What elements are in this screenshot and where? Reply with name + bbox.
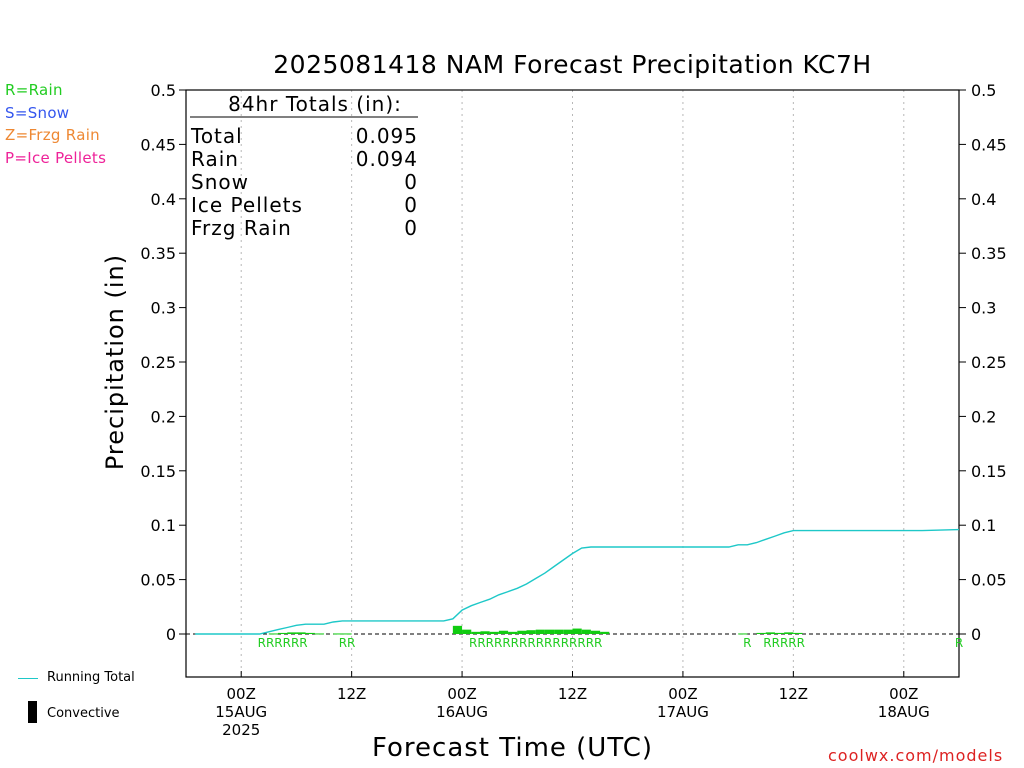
precip-bar <box>498 630 509 634</box>
precip-bar <box>480 631 490 634</box>
legend-ice-pellets: P=Ice Pellets <box>5 149 107 167</box>
legend-running-total: Running Total <box>47 670 135 685</box>
precip-bar <box>296 632 306 634</box>
precip-bar <box>784 632 794 634</box>
totals-row-value: 0 <box>404 216 418 240</box>
y-tick-label-left: 0.3 <box>151 299 176 318</box>
y-tick-label-right: 0.35 <box>971 244 1007 263</box>
x-tick-label: 00Z <box>447 685 476 703</box>
x-tick-label: 16AUG <box>436 703 488 721</box>
precip-bar <box>774 632 785 634</box>
legend-snow: S=Snow <box>5 104 70 122</box>
y-tick-label-right: 0.5 <box>971 81 996 100</box>
precip-bar <box>544 629 555 634</box>
precip-type-mark: RR <box>339 636 356 650</box>
x-axis-label: Forecast Time (UTC) <box>371 733 653 763</box>
running-total-swatch <box>18 678 38 679</box>
precip-bar <box>314 633 325 635</box>
precip-bar <box>535 629 545 634</box>
precip-bar <box>517 630 527 634</box>
y-tick-label-left: 0.05 <box>140 571 176 590</box>
y-tick-label-right: 0.2 <box>971 407 996 426</box>
precip-bar <box>581 629 591 634</box>
precip-bar <box>756 632 766 634</box>
legend-convective: Convective <box>47 706 120 721</box>
y-tick-label-left: 0.1 <box>151 516 176 535</box>
precip-bar <box>526 630 536 634</box>
precip-bar <box>333 633 343 635</box>
x-tick-label: 12Z <box>337 685 366 703</box>
totals-row-label: Ice Pellets <box>191 193 303 217</box>
x-tick-label: 00Z <box>889 685 918 703</box>
x-tick-label: 18AUG <box>878 703 930 721</box>
precip-bar <box>572 628 582 634</box>
precip-bar <box>471 631 481 634</box>
totals-header: 84hr Totals (in): <box>228 92 402 116</box>
precip-type-mark: R <box>743 636 751 650</box>
precip-bar <box>489 631 499 634</box>
precip-type-mark: R <box>955 636 963 650</box>
y-tick-label-right: 0.15 <box>971 462 1007 481</box>
x-tick-label: 15AUG <box>215 703 267 721</box>
y-tick-label-left: 0.4 <box>151 190 176 209</box>
y-tick-label-right: 0.25 <box>971 353 1007 372</box>
precip-type-mark: RRRRRRRRRRRRRRRR <box>469 636 602 650</box>
x-tick-label: 00Z <box>227 685 256 703</box>
x-tick-label: 2025 <box>222 721 260 739</box>
totals-row-label: Frzg Rain <box>191 216 292 240</box>
y-tick-label-left: 0.2 <box>151 407 176 426</box>
y-tick-label-left: 0.45 <box>140 135 176 154</box>
precip-bar <box>765 632 775 634</box>
x-tick-label: 17AUG <box>657 703 709 721</box>
precip-bar <box>738 633 748 635</box>
totals-row-label: Snow <box>191 170 249 194</box>
y-tick-label-left: 0.5 <box>151 81 176 100</box>
precip-bar <box>278 632 288 634</box>
y-tick-label-left: 0.25 <box>140 353 176 372</box>
x-tick-label: 12Z <box>558 685 587 703</box>
precip-bar <box>268 633 279 635</box>
y-tick-label-right: 0.1 <box>971 516 996 535</box>
convective-swatch <box>28 701 37 723</box>
precip-bar <box>452 625 463 634</box>
precip-bar <box>342 633 352 635</box>
totals-row-value: 0 <box>404 170 418 194</box>
totals-row-label: Rain <box>191 147 239 171</box>
x-tick-label: 12Z <box>779 685 808 703</box>
precip-type-mark: RRRRRR <box>258 636 308 650</box>
precip-bar <box>563 629 573 634</box>
y-tick-label-right: 0.45 <box>971 135 1007 154</box>
y-tick-label-right: 0.4 <box>971 190 996 209</box>
precip-bar <box>554 629 564 634</box>
legend-frzg-rain: Z=Frzg Rain <box>5 126 100 144</box>
precip-bar <box>508 631 518 634</box>
precip-bar <box>462 629 472 634</box>
y-tick-label-right: 0.3 <box>971 299 996 318</box>
totals-row-value: 0 <box>404 193 418 217</box>
y-tick-label-left: 0.35 <box>140 244 176 263</box>
precip-type-mark: RRRRR <box>763 636 805 650</box>
precip-bar <box>590 630 601 634</box>
y-tick-label-left: 0.15 <box>140 462 176 481</box>
running-total-line <box>195 528 960 635</box>
x-tick-label: 00Z <box>668 685 697 703</box>
precip-bar <box>600 631 610 634</box>
totals-row-label: Total <box>190 124 243 148</box>
watermark: coolwx.com/models <box>828 746 1004 765</box>
legend-rain: R=Rain <box>5 81 63 99</box>
precip-bar <box>287 632 297 634</box>
chart-title: 2025081418 NAM Forecast Precipitation KC… <box>273 50 872 79</box>
precip-bar <box>305 632 315 634</box>
totals-row-value: 0.095 <box>356 124 418 148</box>
precip-bar <box>793 632 803 634</box>
y-tick-label-right: 0.05 <box>971 571 1007 590</box>
totals-row-value: 0.094 <box>356 147 418 171</box>
y-tick-label-right: 0 <box>971 625 981 644</box>
y-tick-label-left: 0 <box>166 625 176 644</box>
